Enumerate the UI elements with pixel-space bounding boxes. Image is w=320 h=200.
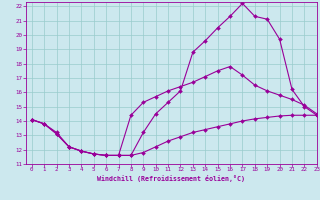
- X-axis label: Windchill (Refroidissement éolien,°C): Windchill (Refroidissement éolien,°C): [97, 175, 245, 182]
